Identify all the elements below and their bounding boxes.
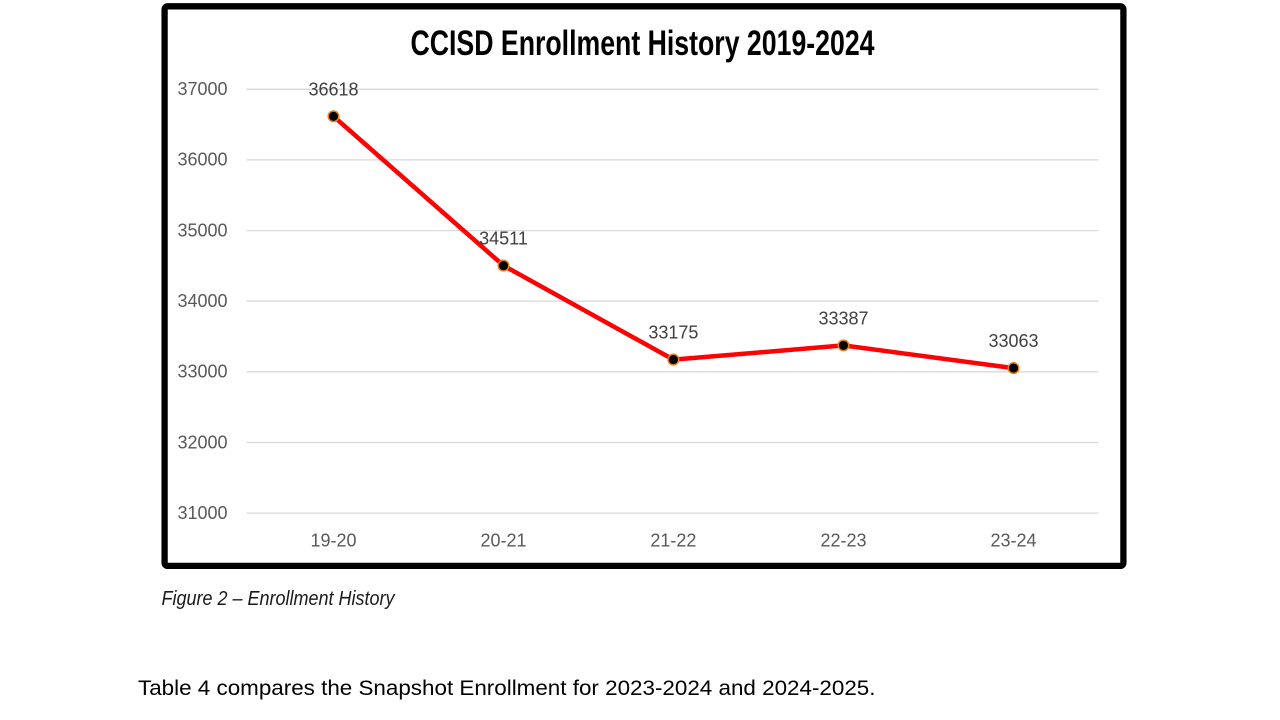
- svg-text:22-23: 22-23: [820, 531, 866, 551]
- svg-text:34000: 34000: [177, 291, 227, 311]
- svg-text:33175: 33175: [648, 323, 698, 343]
- svg-text:33000: 33000: [177, 362, 227, 382]
- svg-text:34511: 34511: [479, 229, 528, 249]
- svg-text:19-20: 19-20: [310, 531, 356, 551]
- svg-text:32000: 32000: [177, 432, 227, 452]
- svg-text:21-22: 21-22: [650, 531, 696, 551]
- svg-text:36618: 36618: [308, 79, 358, 99]
- svg-text:20-21: 20-21: [480, 531, 526, 551]
- svg-text:35000: 35000: [177, 220, 227, 240]
- svg-text:23-24: 23-24: [990, 531, 1036, 551]
- svg-text:37000: 37000: [177, 79, 227, 99]
- svg-text:Figure 2 – Enrollment History: Figure 2 – Enrollment History: [162, 588, 396, 610]
- svg-text:31000: 31000: [177, 503, 227, 523]
- svg-text:33063: 33063: [988, 331, 1038, 351]
- svg-text:CCISD Enrollment History 2019-: CCISD Enrollment History 2019-2024: [411, 24, 875, 63]
- svg-text:33387: 33387: [818, 308, 868, 328]
- svg-text:36000: 36000: [177, 150, 227, 170]
- svg-text:Table 4 compares the Snapshot: Table 4 compares the Snapshot Enrollment…: [138, 676, 876, 700]
